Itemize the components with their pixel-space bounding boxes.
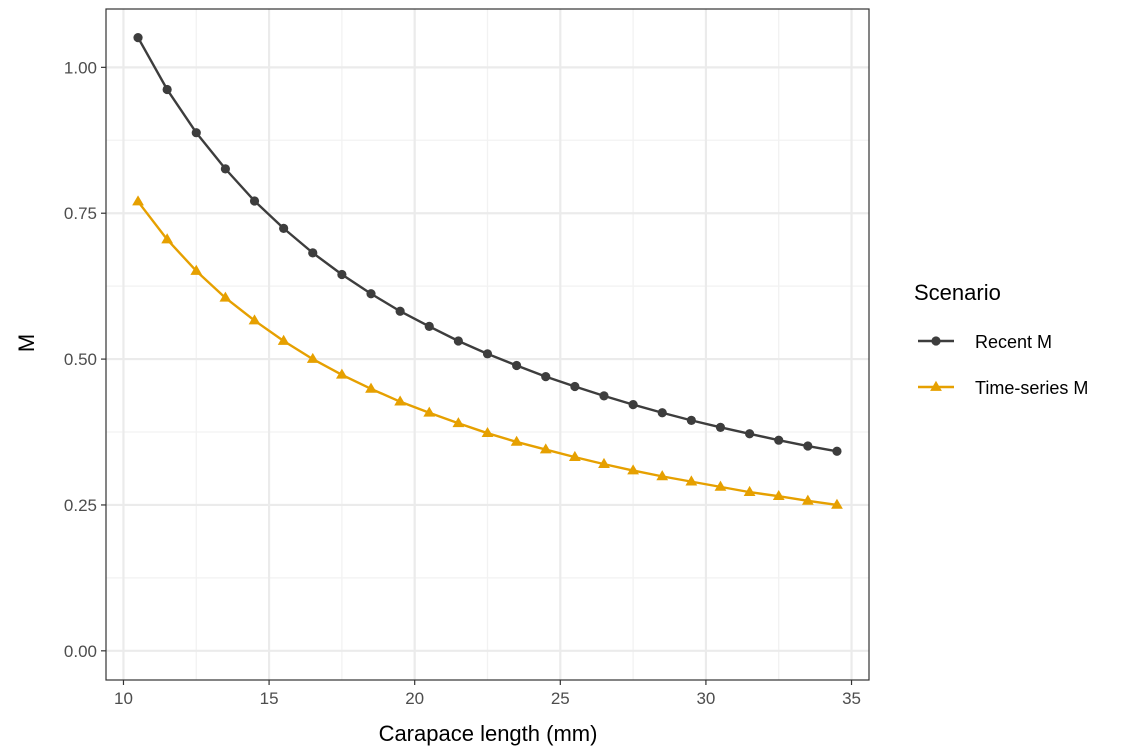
legend-label: Time-series M <box>975 378 1088 398</box>
data-point-recent-m <box>249 196 260 206</box>
data-point-time-series-m <box>161 233 174 244</box>
y-tick-label: 0.00 <box>64 642 97 661</box>
x-tick-label: 30 <box>696 689 715 708</box>
data-point-time-series-m <box>132 195 144 206</box>
legend-item-time-series-m: Time-series M <box>918 378 1088 398</box>
legend-key-marker <box>931 336 941 346</box>
series-time-series-m <box>132 195 843 509</box>
data-point-time-series-m <box>568 450 581 461</box>
data-point-recent-m <box>424 321 434 332</box>
y-tick-label: 0.25 <box>64 496 97 515</box>
legend-items: Recent M Time-series M <box>918 332 1088 398</box>
data-point-recent-m <box>599 391 609 401</box>
data-point-recent-m <box>570 381 580 392</box>
data-point-recent-m <box>279 223 289 233</box>
legend: Scenario Recent M Time-series M <box>914 280 1088 398</box>
data-point-recent-m <box>482 349 493 359</box>
data-point-time-series-m <box>481 426 494 438</box>
data-point-time-series-m <box>539 443 552 454</box>
data-point-recent-m <box>715 422 726 432</box>
data-point-time-series-m <box>277 334 290 345</box>
data-point-time-series-m <box>510 435 523 446</box>
data-point-time-series-m <box>394 395 407 406</box>
x-tick-label: 10 <box>114 689 133 708</box>
series-recent-m <box>133 32 842 456</box>
data-point-recent-m <box>191 128 201 138</box>
data-point-recent-m <box>803 441 813 451</box>
data-point-recent-m <box>541 371 551 382</box>
data-point-recent-m <box>744 429 755 439</box>
y-axis-title: M <box>14 334 39 352</box>
data-point-time-series-m <box>772 490 785 501</box>
data-point-time-series-m <box>248 314 261 325</box>
data-point-time-series-m <box>598 457 610 468</box>
data-point-time-series-m <box>685 475 698 486</box>
y-tick-label: 0.50 <box>64 350 97 369</box>
data-point-time-series-m <box>335 368 348 379</box>
y-axis-ticks: 0.00 0.25 0.50 0.75 1.00 <box>64 58 106 661</box>
x-axis-title: Carapace length (mm) <box>379 721 598 746</box>
data-point-recent-m <box>220 164 231 174</box>
data-point-time-series-m <box>423 406 436 417</box>
data-point-recent-m <box>686 415 696 425</box>
x-tick-label: 15 <box>260 689 279 708</box>
data-point-recent-m <box>657 408 667 418</box>
data-point-recent-m <box>133 32 143 43</box>
series-layer <box>132 32 843 509</box>
y-tick-label: 0.75 <box>64 204 97 223</box>
data-point-recent-m <box>337 269 347 280</box>
data-point-time-series-m <box>306 352 319 363</box>
data-point-time-series-m <box>656 470 669 481</box>
data-point-time-series-m <box>190 264 203 275</box>
data-point-recent-m <box>628 399 638 410</box>
data-point-time-series-m <box>743 485 756 496</box>
data-point-time-series-m <box>627 464 640 475</box>
data-point-recent-m <box>366 289 376 299</box>
x-axis-ticks: 10 15 20 25 30 35 <box>114 680 861 708</box>
data-point-recent-m <box>308 248 318 258</box>
data-point-recent-m <box>395 306 405 316</box>
minor-gridlines <box>106 9 869 680</box>
data-point-recent-m <box>774 435 784 445</box>
legend-title: Scenario <box>914 280 1001 305</box>
data-point-time-series-m <box>714 480 727 491</box>
data-point-time-series-m <box>219 291 232 302</box>
x-tick-label: 35 <box>842 689 861 708</box>
y-tick-label: 1.00 <box>64 58 97 77</box>
x-tick-label: 25 <box>551 689 570 708</box>
data-point-recent-m <box>453 336 463 346</box>
data-point-time-series-m <box>365 382 377 393</box>
plot-panel-border <box>105 8 870 681</box>
major-gridlines <box>106 9 869 680</box>
data-point-time-series-m <box>831 498 843 509</box>
data-point-time-series-m <box>452 417 465 428</box>
data-point-time-series-m <box>801 494 814 505</box>
data-point-recent-m <box>832 446 842 456</box>
legend-item-recent-m: Recent M <box>918 332 1052 352</box>
legend-key-marker <box>930 380 942 391</box>
legend-label: Recent M <box>975 332 1052 352</box>
data-point-recent-m <box>512 360 522 371</box>
x-tick-label: 20 <box>405 689 424 708</box>
data-point-recent-m <box>162 84 172 95</box>
